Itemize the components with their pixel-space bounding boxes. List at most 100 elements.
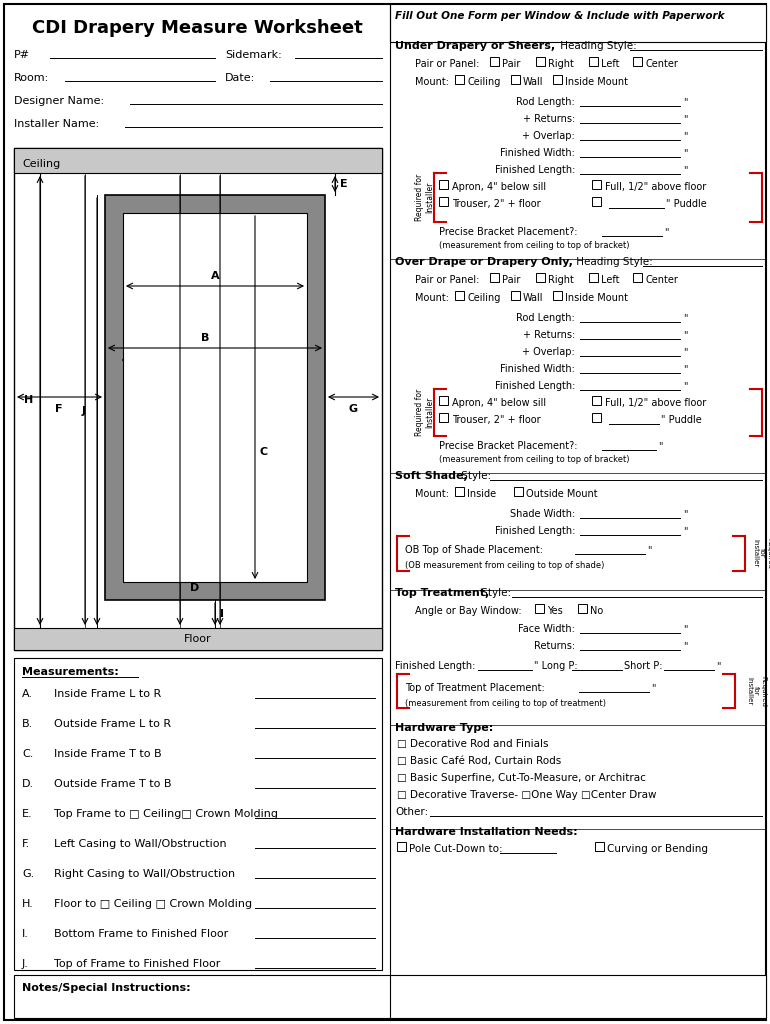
Text: B.: B.: [22, 719, 33, 729]
Text: " Puddle: " Puddle: [661, 415, 701, 425]
Text: Sidemark:: Sidemark:: [225, 50, 282, 60]
Text: Ceiling: Ceiling: [22, 159, 60, 169]
Text: Fill Out One Form per Window & Include with Paperwork: Fill Out One Form per Window & Include w…: [395, 11, 725, 22]
Bar: [105, 195, 325, 600]
Text: Shade Width:: Shade Width:: [510, 509, 575, 519]
Text: Over Drape or Drapery Only,: Over Drape or Drapery Only,: [395, 257, 573, 267]
Bar: [633, 57, 642, 66]
Text: ": ": [664, 227, 668, 237]
Bar: [511, 75, 520, 84]
Text: Full, 1/2" above floor: Full, 1/2" above floor: [605, 182, 706, 193]
Bar: [455, 75, 464, 84]
Bar: [514, 487, 523, 496]
Text: + Returns:: + Returns:: [523, 114, 575, 124]
Text: Finished Length:: Finished Length:: [494, 381, 575, 391]
Text: Right Casing to Wall/Obstruction: Right Casing to Wall/Obstruction: [54, 869, 235, 879]
Text: Top of Frame to Finished Floor: Top of Frame to Finished Floor: [54, 959, 220, 969]
Text: Inside Frame T to B: Inside Frame T to B: [54, 749, 162, 759]
Text: I.: I.: [22, 929, 29, 939]
Text: ": ": [647, 545, 651, 555]
Text: Bottom Frame to Finished Floor: Bottom Frame to Finished Floor: [54, 929, 228, 939]
Text: A.: A.: [22, 689, 33, 699]
Text: F: F: [55, 404, 62, 414]
Text: Wall: Wall: [523, 77, 544, 87]
Text: + Overlap:: + Overlap:: [522, 131, 575, 141]
Bar: [439, 396, 448, 406]
Text: Outside Mount: Outside Mount: [526, 489, 598, 499]
Text: H: H: [24, 395, 33, 406]
Text: + Returns:: + Returns:: [523, 330, 575, 340]
Text: Soft Shade,: Soft Shade,: [395, 471, 467, 481]
Text: (measurement from ceiling to top of bracket): (measurement from ceiling to top of brac…: [439, 456, 630, 465]
Bar: [14, 148, 382, 650]
Text: Other:: Other:: [395, 807, 428, 817]
Bar: [578, 604, 587, 613]
Text: Pair or Panel:: Pair or Panel:: [415, 275, 480, 285]
Text: Required for
Installer: Required for Installer: [415, 388, 435, 435]
Text: Designer Name:: Designer Name:: [14, 96, 104, 106]
Text: ": ": [683, 526, 688, 536]
Text: Finished Length:: Finished Length:: [395, 662, 475, 671]
Text: Room:: Room:: [14, 73, 49, 83]
Bar: [536, 57, 545, 66]
Bar: [390, 4, 766, 42]
Text: A: A: [211, 271, 219, 281]
Text: (OB measurement from ceiling to top of shade): (OB measurement from ceiling to top of s…: [405, 560, 604, 569]
Text: (measurement from ceiling to top of bracket): (measurement from ceiling to top of brac…: [439, 242, 630, 251]
Text: Heading Style:: Heading Style:: [573, 257, 653, 267]
Text: Returns:: Returns:: [534, 641, 575, 651]
Text: Date:: Date:: [225, 73, 255, 83]
Text: ": ": [683, 381, 688, 391]
Text: Notes/Special Instructions:: Notes/Special Instructions:: [22, 983, 191, 993]
Text: Ceiling: Ceiling: [467, 293, 501, 303]
Bar: [123, 213, 307, 582]
Bar: [589, 273, 598, 282]
Text: B: B: [201, 333, 209, 343]
Text: Top Frame to □ Ceiling□ Crown Molding: Top Frame to □ Ceiling□ Crown Molding: [54, 809, 278, 819]
Text: ": ": [683, 364, 688, 374]
Bar: [14, 148, 382, 173]
Text: Pole Cut-Down to:: Pole Cut-Down to:: [409, 844, 503, 854]
Bar: [595, 842, 604, 851]
Text: " Long P:: " Long P:: [534, 662, 578, 671]
Bar: [490, 273, 499, 282]
Bar: [14, 658, 382, 970]
Text: Wall: Wall: [523, 293, 544, 303]
Text: J.: J.: [22, 959, 29, 969]
Text: Style:: Style:: [458, 471, 491, 481]
Text: Mount:: Mount:: [415, 293, 449, 303]
Text: □ Decorative Rod and Finials: □ Decorative Rod and Finials: [397, 739, 548, 749]
Text: Face Width:: Face Width:: [518, 624, 575, 634]
Text: ": ": [716, 662, 721, 671]
Text: ": ": [683, 131, 688, 141]
Text: Mount:: Mount:: [415, 77, 449, 87]
Bar: [592, 413, 601, 422]
Text: (measurement from ceiling to top of treatment): (measurement from ceiling to top of trea…: [405, 698, 606, 708]
Text: □ Basic Café Rod, Curtain Rods: □ Basic Café Rod, Curtain Rods: [397, 756, 561, 766]
Text: ": ": [683, 641, 688, 651]
Text: Pair: Pair: [502, 59, 521, 69]
Text: Left: Left: [601, 275, 620, 285]
Text: Trouser, 2" + floor: Trouser, 2" + floor: [452, 415, 541, 425]
Text: P#: P#: [14, 50, 30, 60]
Bar: [439, 197, 448, 206]
Text: Inside Mount: Inside Mount: [565, 77, 628, 87]
Text: Center: Center: [645, 275, 678, 285]
Text: ": ": [651, 683, 655, 693]
Bar: [553, 75, 562, 84]
Text: J: J: [82, 406, 86, 416]
Text: F.: F.: [22, 839, 30, 849]
Text: ": ": [683, 347, 688, 357]
Bar: [633, 273, 642, 282]
Text: Finished Length:: Finished Length:: [494, 165, 575, 175]
Text: ": ": [683, 509, 688, 519]
Text: Left: Left: [601, 59, 620, 69]
Text: Heading Style:: Heading Style:: [557, 41, 637, 51]
Text: Curving or Bending: Curving or Bending: [607, 844, 708, 854]
Text: Full, 1/2" above floor: Full, 1/2" above floor: [605, 398, 706, 408]
Text: " Puddle: " Puddle: [666, 199, 707, 209]
Bar: [455, 291, 464, 300]
Text: Floor: Floor: [184, 634, 212, 644]
Text: Installer Name:: Installer Name:: [14, 119, 99, 129]
Bar: [536, 273, 545, 282]
